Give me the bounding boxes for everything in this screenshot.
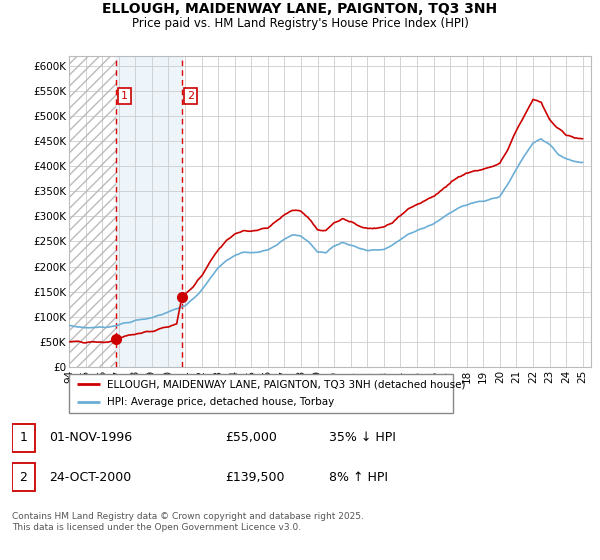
Text: 1: 1 [20, 431, 28, 445]
Text: Price paid vs. HM Land Registry's House Price Index (HPI): Price paid vs. HM Land Registry's House … [131, 17, 469, 30]
Text: HPI: Average price, detached house, Torbay: HPI: Average price, detached house, Torb… [107, 397, 335, 407]
Text: 2: 2 [187, 91, 194, 101]
Text: £139,500: £139,500 [225, 470, 284, 484]
Text: 24-OCT-2000: 24-OCT-2000 [49, 470, 131, 484]
Text: £55,000: £55,000 [225, 431, 277, 445]
Text: 35% ↓ HPI: 35% ↓ HPI [329, 431, 395, 445]
Text: Contains HM Land Registry data © Crown copyright and database right 2025.
This d: Contains HM Land Registry data © Crown c… [12, 512, 364, 532]
Text: ELLOUGH, MAIDENWAY LANE, PAIGNTON, TQ3 3NH: ELLOUGH, MAIDENWAY LANE, PAIGNTON, TQ3 3… [103, 2, 497, 16]
Bar [69, 56, 116, 367]
Bar [69, 56, 116, 367]
Text: ELLOUGH, MAIDENWAY LANE, PAIGNTON, TQ3 3NH (detached house): ELLOUGH, MAIDENWAY LANE, PAIGNTON, TQ3 3… [107, 379, 466, 389]
Text: 8% ↑ HPI: 8% ↑ HPI [329, 470, 388, 484]
Text: 01-NOV-1996: 01-NOV-1996 [49, 431, 133, 445]
Text: 1: 1 [121, 91, 128, 101]
Bar [116, 56, 182, 367]
FancyBboxPatch shape [12, 463, 35, 491]
FancyBboxPatch shape [12, 424, 35, 452]
Text: 2: 2 [20, 470, 28, 484]
FancyBboxPatch shape [69, 374, 453, 413]
